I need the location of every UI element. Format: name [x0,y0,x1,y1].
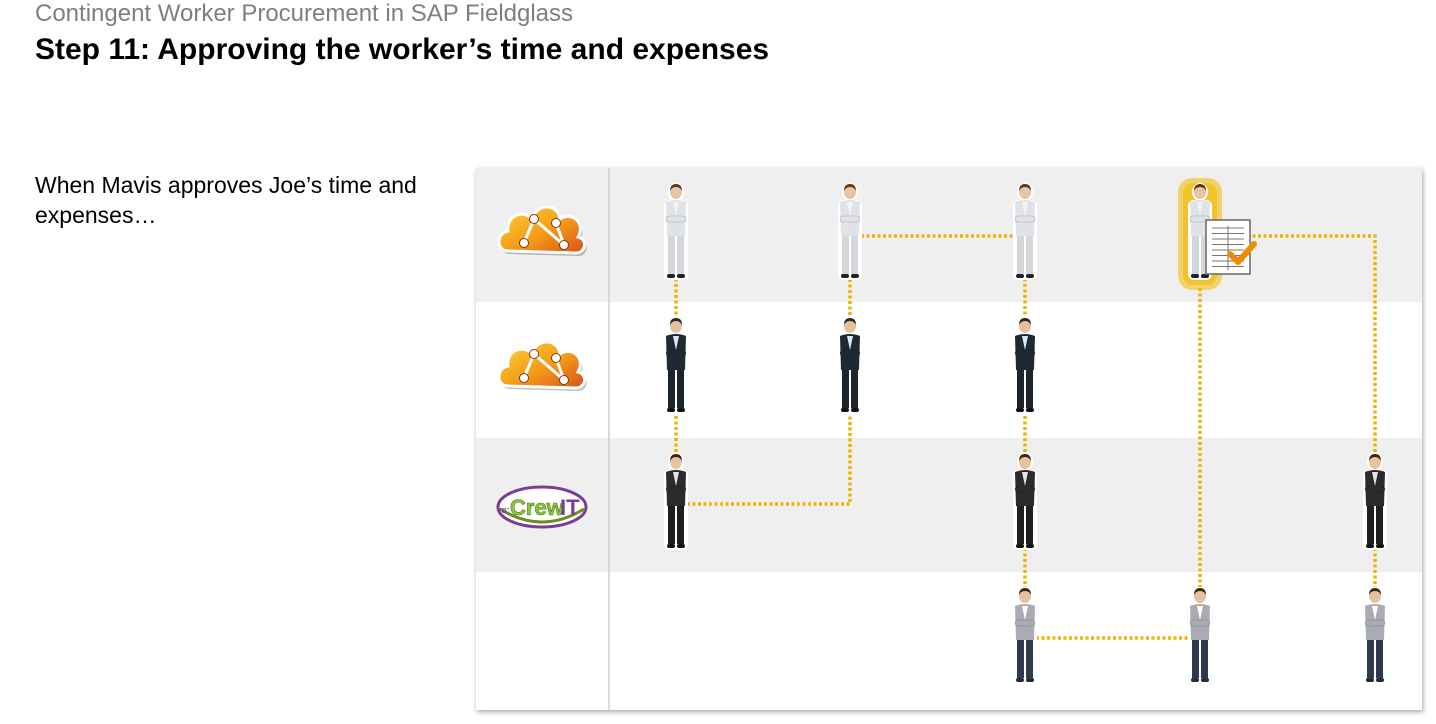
person-man-dark-suit [838,317,862,414]
person-man-casual [1013,587,1037,684]
person-woman-dark-suit [1363,453,1387,550]
person-woman-light-suit [1178,178,1257,290]
swimlane-2 [476,302,1422,438]
person-woman-dark-suit [1013,453,1037,550]
person-man-dark-suit [664,317,688,414]
orange-cloud-network-logo [497,205,587,256]
step-caption: When Mavis approves Joe’s time and expen… [35,172,417,228]
approved-timesheet-icon [1205,219,1257,275]
svg-text:re:: re: [498,505,510,515]
swimlane-3 [476,438,1422,572]
connector-line [676,273,852,506]
presentation-subtitle: Contingent Worker Procurement in SAP Fie… [35,0,574,27]
person-woman-light-suit [1013,183,1037,280]
person-woman-dark-suit [664,453,688,550]
svg-text:Crew: Crew [510,495,565,520]
person-man-dark-suit [1013,317,1037,414]
person-woman-light-suit [838,183,862,280]
person-woman-light-suit [664,183,688,280]
person-man-casual [1188,587,1212,684]
orange-cloud-network-logo [497,340,587,391]
checkmark-icon [1227,241,1257,265]
slide-title: Step 11: Approving the worker’s time and… [35,33,770,66]
process-diagram: re: Crew IT [476,168,1422,710]
person-man-casual [1363,587,1387,684]
swimlane-4 [476,572,1422,710]
svg-text:IT: IT [560,495,580,520]
